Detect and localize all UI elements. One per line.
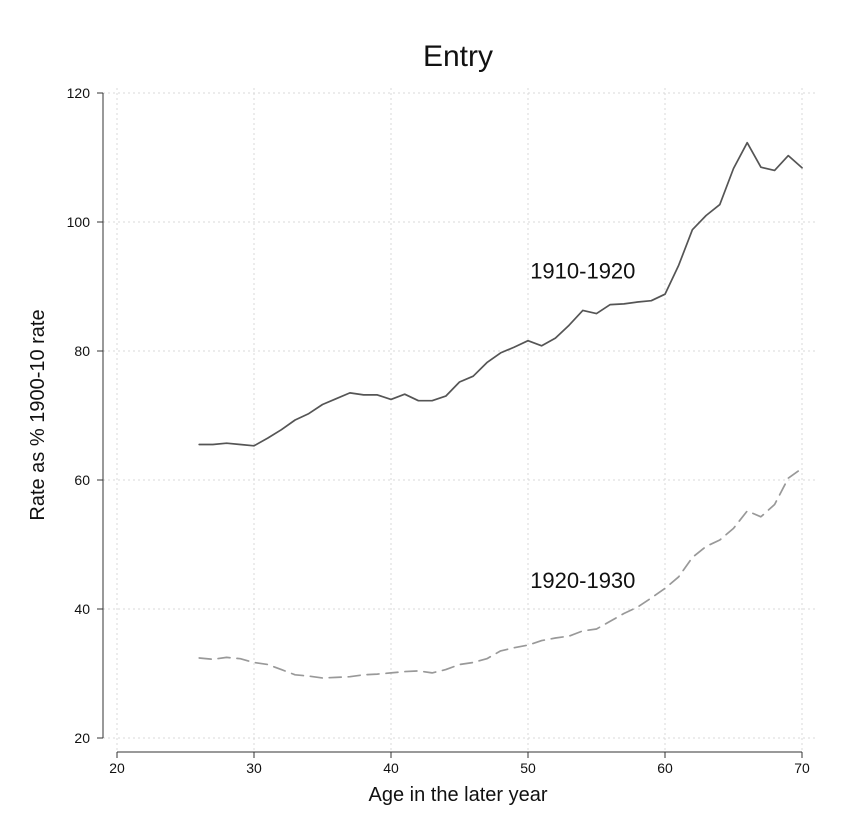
series-annotation: 1910-1920 [530, 258, 635, 283]
y-tick-label: 80 [74, 343, 90, 359]
x-tick-label: 30 [246, 760, 262, 776]
annotations: 1910-1920 1920-1930 [530, 258, 635, 593]
series-line-1920-1930 [198, 467, 803, 679]
axes [102, 93, 802, 753]
y-tick-label: 40 [74, 601, 90, 617]
x-tick-label: 50 [520, 760, 536, 776]
grid [103, 88, 815, 752]
x-axis-label: Age in the later year [369, 784, 548, 806]
chart-title: Entry [423, 40, 493, 73]
x-tick-label: 20 [109, 760, 125, 776]
x-tick-label: 40 [383, 760, 399, 776]
series-group [198, 141, 803, 679]
y-axis-label: Rate as % 1900-10 rate [27, 309, 49, 520]
x-tick-label: 60 [657, 760, 673, 776]
series-line-1910-1920 [198, 141, 803, 447]
ticks: 20 40 60 80 100 120 20 30 40 50 60 70 [67, 85, 810, 776]
y-tick-label: 120 [67, 85, 91, 101]
y-tick-label: 20 [74, 730, 90, 746]
y-tick-label: 60 [74, 472, 90, 488]
series-annotation: 1920-1930 [530, 568, 635, 593]
x-tick-label: 70 [794, 760, 810, 776]
y-tick-label: 100 [67, 214, 91, 230]
